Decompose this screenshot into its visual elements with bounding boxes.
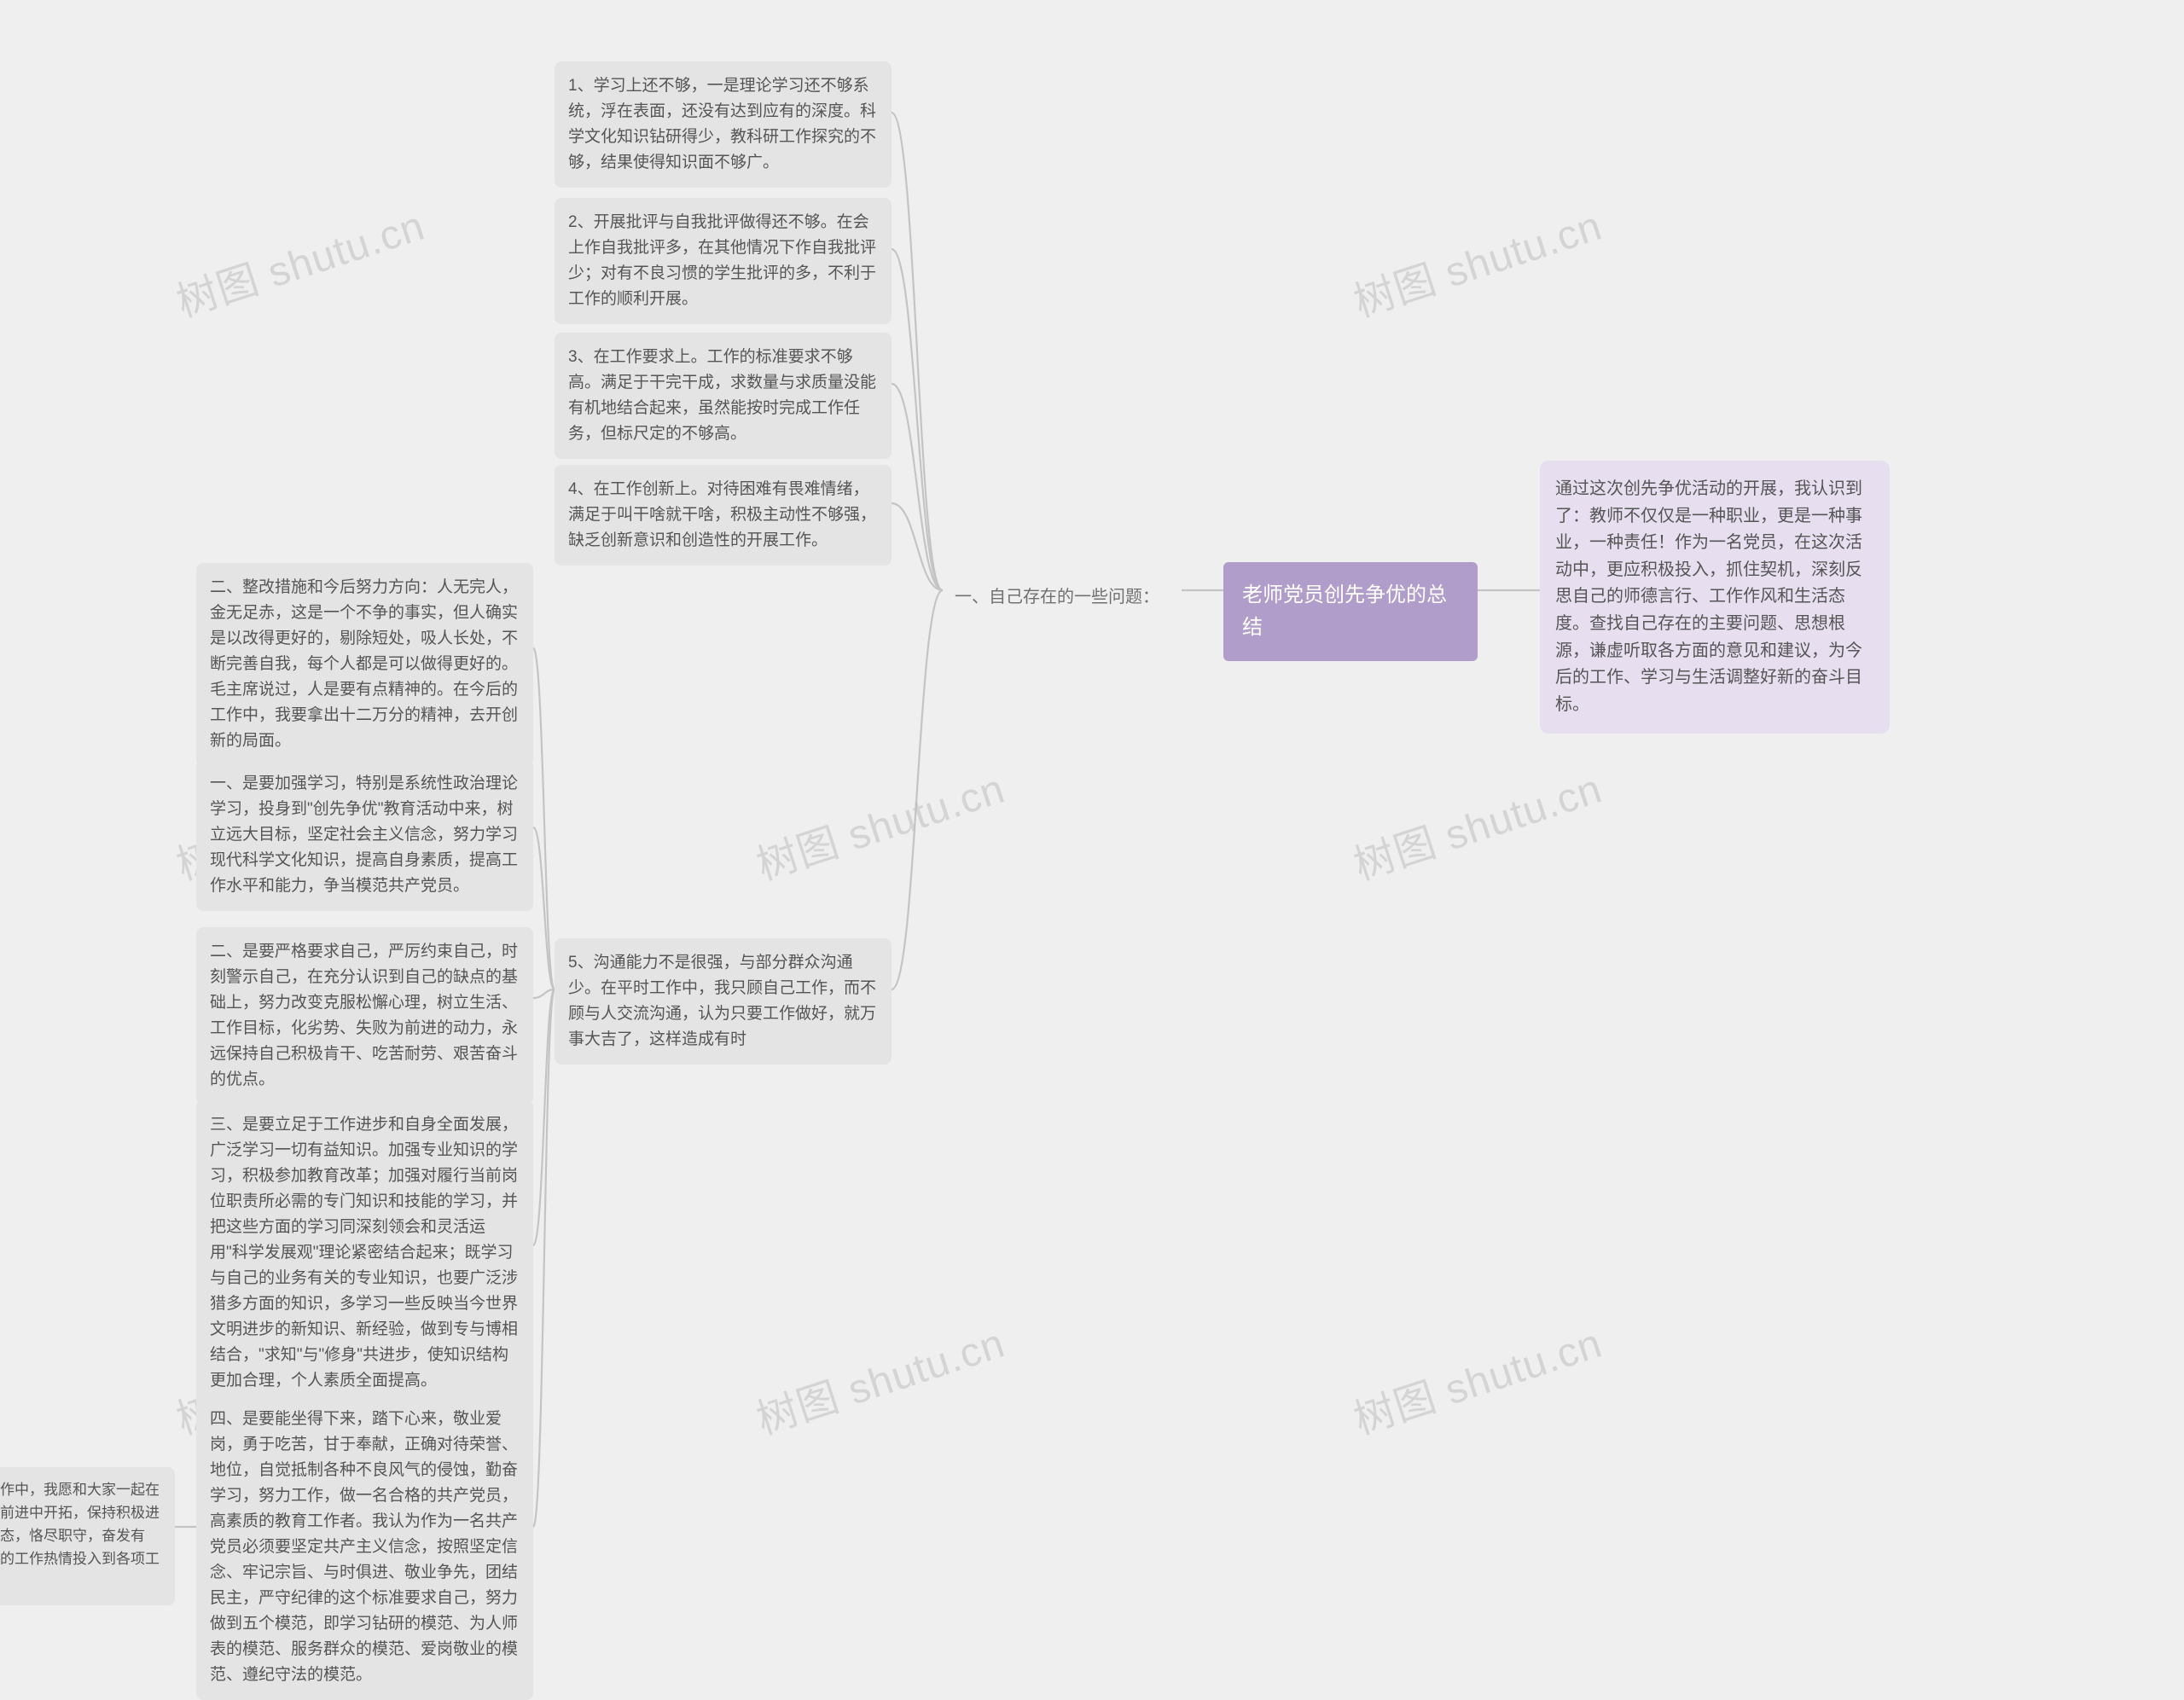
mindmap-measure-intro: 二、整改措施和今后努力方向：人无完人，金无足赤，这是一个不争的事实，但人确实是以… bbox=[196, 563, 533, 766]
mindmap-measure-3: 三、是要立足于工作进步和自身全面发展，广泛学习一切有益知识。加强专业知识的学习，… bbox=[196, 1100, 533, 1406]
mindmap-item-3: 3、在工作要求上。工作的标准要求不够高。满足于干完干成，求数量与求质量没能有机地… bbox=[555, 333, 892, 459]
watermark: 树图 shutu.cn bbox=[748, 1309, 1012, 1446]
mindmap-measure-4: 四、是要能坐得下来，踏下心来，敬业爱岗，勇于吃苦，甘于奉献，正确对待荣誉、地位，… bbox=[196, 1395, 533, 1700]
watermark: 树图 shutu.cn bbox=[1345, 192, 1609, 328]
mindmap-measure-1: 一、是要加强学习，特别是系统性政治理论学习，投身到"创先争优"教育活动中来，树立… bbox=[196, 759, 533, 911]
watermark: 树图 shutu.cn bbox=[1345, 1309, 1609, 1446]
mindmap-section-1[interactable]: 一、自己存在的一些问题： bbox=[943, 576, 1182, 620]
mindmap-conclusion: 总之，在今后工作中，我愿和大家一起在开拓中前进，在前进中开拓，保持积极进取的良好… bbox=[0, 1467, 175, 1605]
mindmap-root[interactable]: 老师党员创先争优的总结 bbox=[1223, 562, 1478, 661]
mindmap-item-2: 2、开展批评与自我批评做得还不够。在会上作自我批评多，在其他情况下作自我批评少；… bbox=[555, 198, 892, 324]
watermark: 树图 shutu.cn bbox=[1345, 755, 1609, 891]
watermark: 树图 shutu.cn bbox=[168, 192, 432, 328]
mindmap-intro: 通过这次创先争优活动的开展，我认识到了：教师不仅仅是一种职业，更是一种事业，一种… bbox=[1540, 461, 1890, 734]
mindmap-item-1: 1、学习上还不够，一是理论学习还不够系统，浮在表面，还没有达到应有的深度。科学文… bbox=[555, 61, 892, 188]
mindmap-item-5: 5、沟通能力不是很强，与部分群众沟通少。在平时工作中，我只顾自己工作，而不顾与人… bbox=[555, 938, 892, 1065]
mindmap-item-4: 4、在工作创新上。对待困难有畏难情绪，满足于叫干啥就干啥，积极主动性不够强，缺乏… bbox=[555, 465, 892, 566]
watermark: 树图 shutu.cn bbox=[748, 755, 1012, 891]
mindmap-measure-2: 二、是要严格要求自己，严厉约束自己，时刻警示自己，在充分认识到自己的缺点的基础上… bbox=[196, 927, 533, 1105]
